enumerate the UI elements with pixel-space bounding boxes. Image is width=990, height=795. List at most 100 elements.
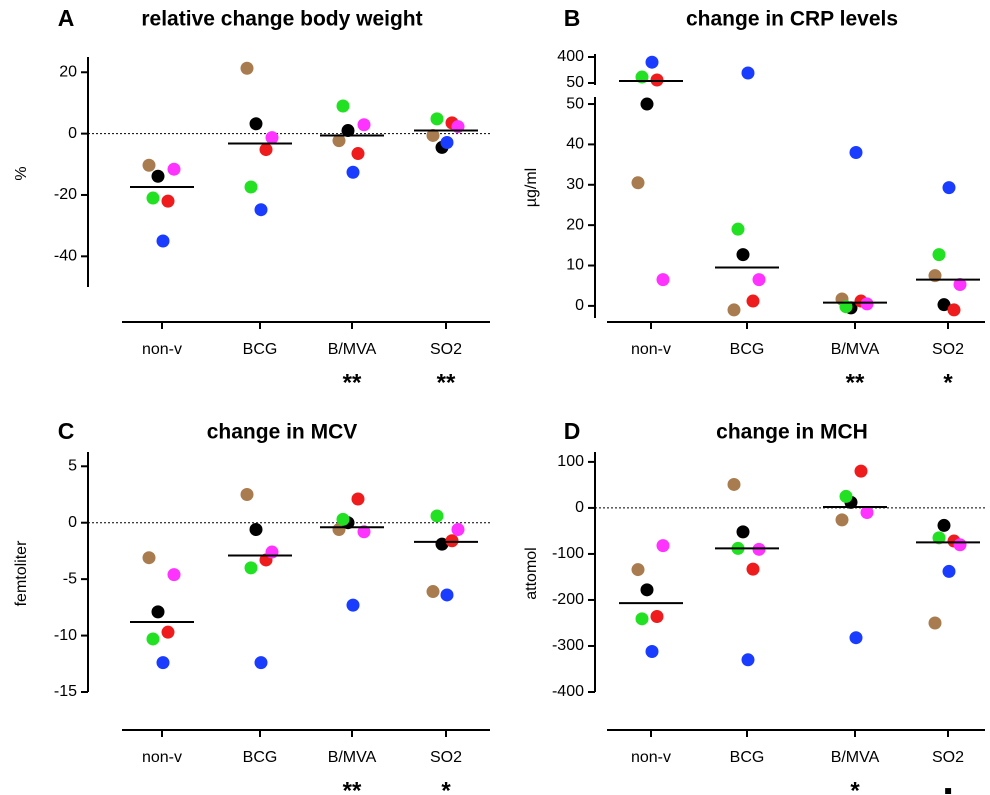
dot (953, 538, 967, 552)
dot (741, 66, 755, 80)
dot (244, 561, 258, 575)
y-tick-label: 10 (566, 257, 584, 274)
x-tick-label: BCG (243, 749, 278, 766)
dot (357, 525, 371, 539)
dot (860, 506, 874, 520)
panel-letter: A (58, 5, 75, 31)
dot (240, 61, 254, 75)
dot (151, 169, 165, 183)
panel-letter: C (58, 418, 75, 444)
y-tick-label: 0 (68, 514, 77, 531)
dot (430, 509, 444, 523)
dot (244, 180, 258, 194)
dot (839, 489, 853, 503)
x-tick-label: non-v (631, 749, 671, 766)
y-tick-label: -400 (552, 683, 584, 700)
significance: * (850, 777, 860, 795)
y-tick-label: 30 (566, 176, 584, 193)
x-tick-label: B/MVA (328, 341, 377, 358)
dot (351, 147, 365, 161)
significance: ▪ (944, 777, 953, 795)
panel-title: relative change body weight (141, 8, 422, 31)
dot (736, 248, 750, 262)
dot (445, 534, 459, 548)
dot (451, 522, 465, 536)
dot (254, 656, 268, 670)
dot (937, 298, 951, 312)
y-tick-label: 0 (575, 297, 584, 314)
dot (341, 124, 355, 138)
dot (731, 222, 745, 236)
dot (240, 488, 254, 501)
dot (351, 492, 365, 506)
dot (357, 118, 371, 132)
y-tick-label: -5 (63, 570, 77, 587)
y-tick-label: -20 (54, 186, 77, 203)
y-tick-label: -15 (54, 683, 77, 700)
dot (645, 645, 659, 659)
dot (928, 616, 942, 630)
dot (953, 277, 967, 291)
dot (656, 539, 670, 553)
dot (440, 136, 454, 150)
x-tick-label: BCG (730, 341, 765, 358)
x-tick-label: B/MVA (831, 341, 880, 358)
dot (440, 588, 454, 602)
dot (849, 631, 863, 645)
y-tick-label: 50 (566, 95, 584, 112)
dot (645, 55, 659, 69)
x-tick-label: non-v (142, 749, 182, 766)
dot (631, 563, 645, 577)
dot (346, 598, 360, 612)
y-tick-label: 5 (68, 458, 77, 475)
dot (736, 525, 750, 539)
dot (656, 273, 670, 287)
x-tick-label: B/MVA (831, 749, 880, 766)
x-tick-label: BCG (730, 749, 765, 766)
dot (249, 522, 263, 536)
dot (265, 131, 279, 145)
dot (346, 165, 360, 179)
panel-letter: B (564, 5, 581, 31)
significance: ** (343, 369, 362, 396)
dot (142, 158, 156, 172)
x-tick-label: SO2 (932, 749, 964, 766)
dot (146, 191, 160, 205)
significance: ** (343, 777, 362, 795)
dot (860, 297, 874, 311)
dot (746, 562, 760, 576)
dot (727, 477, 741, 491)
dot (426, 128, 440, 142)
dot (932, 248, 946, 262)
dot (156, 234, 170, 248)
y-tick-label: -100 (552, 545, 584, 562)
x-tick-label: non-v (142, 341, 182, 358)
y-tick-label: 400 (557, 48, 584, 65)
dot (942, 564, 956, 578)
dot (741, 653, 755, 667)
dot (937, 518, 951, 532)
dot (161, 625, 175, 639)
panel-title: change in MCV (207, 421, 358, 444)
significance: * (943, 369, 953, 396)
dot (635, 612, 649, 626)
dot (631, 176, 645, 190)
dot (167, 162, 181, 176)
y-axis-label: µg/ml (523, 168, 540, 207)
dot (752, 273, 766, 287)
dot (332, 134, 346, 148)
y-tick-label: 20 (566, 216, 584, 233)
dot (249, 117, 263, 131)
dot (640, 583, 654, 597)
significance: ** (437, 369, 456, 396)
dot (942, 181, 956, 195)
significance: ** (846, 369, 865, 396)
y-tick-label: 40 (566, 136, 584, 153)
dot (336, 99, 350, 113)
x-tick-label: BCG (243, 341, 278, 358)
dot (265, 545, 279, 559)
dot (849, 145, 863, 159)
dot (336, 512, 350, 526)
y-tick-label: -200 (552, 591, 584, 608)
